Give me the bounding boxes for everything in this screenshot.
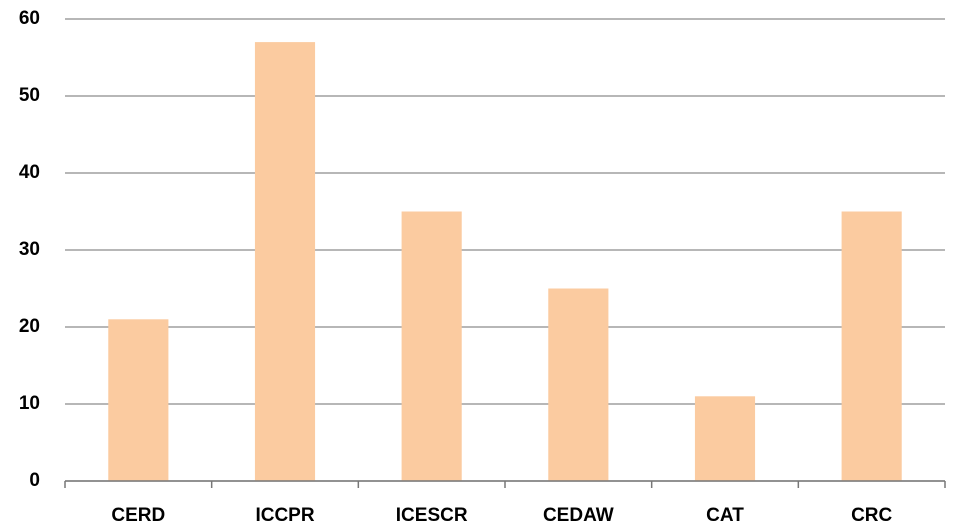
- x-tick-label: ICESCR: [396, 505, 468, 526]
- y-tick-label: 30: [19, 239, 40, 260]
- bar: [108, 319, 169, 481]
- x-tick-label: CERD: [111, 505, 165, 526]
- bar: [254, 42, 316, 481]
- bar: [401, 211, 462, 481]
- x-tick-label: CEDAW: [543, 505, 614, 526]
- y-tick-label: 50: [19, 85, 40, 106]
- x-tick-label: CRC: [851, 505, 892, 526]
- bar: [548, 288, 609, 481]
- y-tick-label: 0: [29, 470, 40, 491]
- bar: [694, 396, 756, 481]
- y-tick-label: 20: [19, 316, 40, 337]
- y-tick-label: 60: [19, 8, 40, 29]
- y-tick-label: 40: [19, 162, 40, 183]
- x-tick-label: ICCPR: [255, 505, 314, 526]
- x-tick-label: CAT: [706, 505, 744, 526]
- y-tick-label: 10: [19, 393, 40, 414]
- bar: [841, 211, 902, 481]
